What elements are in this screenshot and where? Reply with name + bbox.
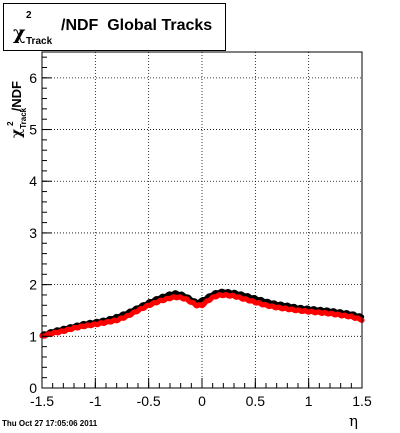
title-chi-symbol: χ (13, 22, 26, 44)
y-tick-label: 0 (29, 380, 37, 396)
y-axis-label: χTrack 2/NDF (4, 68, 44, 138)
x-tick-label: -0.5 (137, 393, 161, 409)
series-layer (39, 288, 365, 339)
x-tick-label: 0.5 (246, 393, 266, 409)
title-text: /NDF Global Tracks (61, 17, 213, 34)
x-tick-label: 1.5 (352, 393, 372, 409)
ylabel-chi-symbol: χ (9, 128, 25, 138)
y-tick-label: 1 (29, 328, 37, 344)
x-tick-label: 0 (198, 393, 206, 409)
y-tick-label: 4 (29, 173, 37, 189)
ylabel-text: /NDF (9, 81, 24, 112)
axis-ticks (41, 56, 363, 389)
y-tick-label: 5 (29, 122, 37, 138)
tick-labels: -1.5 -1 -0.5 0 0.5 1 1.5 0 1 2 3 4 5 6 (29, 70, 372, 409)
title-subscript: Track (26, 36, 53, 47)
ylabel-superscript: 2 (6, 121, 15, 126)
ylabel-subscript: Track (19, 107, 28, 129)
x-tick-label: -1 (89, 393, 102, 409)
y-tick-label: 6 (29, 70, 37, 86)
series-red (39, 292, 365, 339)
title-superscript: 2 (26, 10, 32, 21)
gridlines (42, 52, 362, 388)
x-tick-label: -1.5 (30, 393, 54, 409)
y-tick-label: 3 (29, 225, 37, 241)
chart-title: χ 2 Track /NDF Global Tracks (3, 3, 226, 51)
date-stamp: Thu Oct 27 17:05:06 2011 (2, 419, 98, 428)
x-tick-label: 1 (305, 393, 313, 409)
x-axis-label: η (349, 412, 358, 430)
y-tick-label: 2 (29, 277, 37, 293)
